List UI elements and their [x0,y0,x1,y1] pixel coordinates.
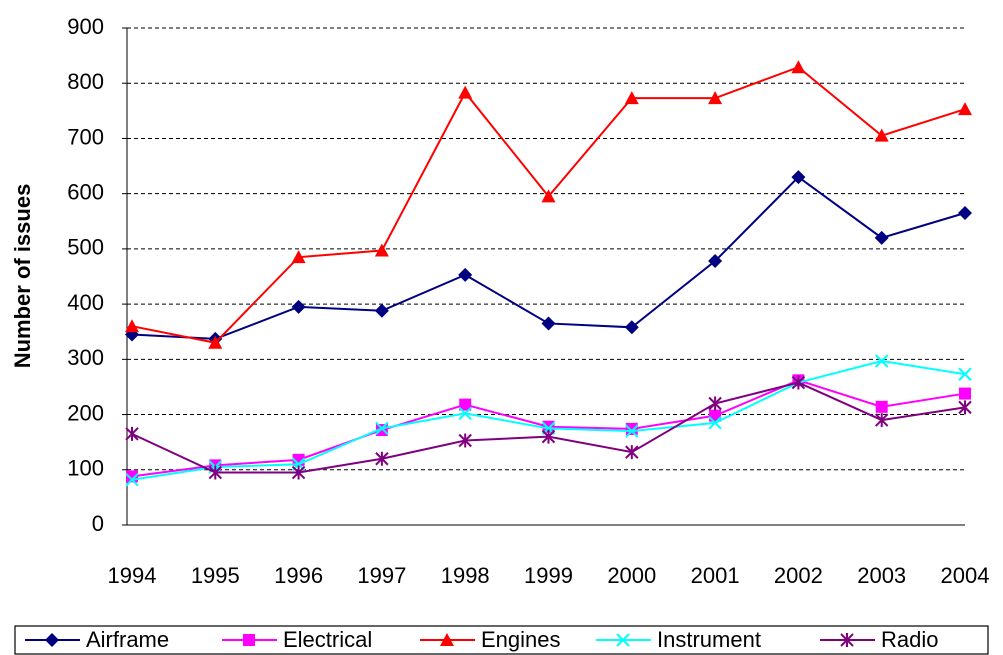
marker [458,267,473,282]
marker [459,398,472,411]
marker [958,205,972,220]
marker [458,406,472,421]
y-tick-label: 100 [67,456,104,481]
marker [958,367,972,381]
legend-label: Airframe [86,627,169,652]
marker [624,91,639,105]
marker [958,400,972,415]
x-tick-label: 2001 [691,563,740,588]
y-tick-label: 600 [67,179,104,204]
marker [541,429,556,444]
y-tick-label: 300 [67,345,104,370]
marker [791,60,806,74]
y-tick-label: 200 [67,400,104,425]
marker [625,424,639,438]
y-tick-label: 400 [67,290,104,315]
x-tick-label: 1997 [357,563,406,588]
marker [542,420,555,433]
legend-label: Radio [881,627,938,652]
marker [624,320,639,335]
y-tick-label: 500 [67,235,104,260]
marker [541,189,556,203]
marker [708,91,723,105]
y-axis-title: Number of issues [10,184,35,369]
x-tick-label: 2004 [941,563,990,588]
marker [874,128,889,142]
marker [45,633,59,647]
marker [625,445,639,460]
x-tick-label: 1994 [108,563,157,588]
marker [208,465,223,480]
marker [291,465,306,480]
marker [374,303,389,318]
y-tick-label: 700 [67,124,104,149]
marker [291,299,306,314]
marker [708,416,722,430]
marker [791,375,806,390]
marker [874,413,889,428]
x-tick-label: 2003 [857,563,906,588]
x-tick-label: 1996 [274,563,323,588]
marker [458,433,472,448]
marker [440,633,454,646]
y-tick-label: 800 [67,69,104,94]
marker [959,387,971,400]
marker [708,254,723,269]
marker [791,170,806,185]
marker [125,319,139,333]
marker [874,230,889,245]
marker [375,451,389,466]
marker [374,243,389,257]
marker [243,634,255,646]
marker [458,85,473,99]
x-tick-label: 2002 [774,563,823,588]
y-tick-label: 900 [67,14,104,39]
x-tick-label: 1995 [191,563,240,588]
marker [840,633,854,647]
legend-label: Electrical [283,627,372,652]
marker [874,354,889,368]
x-tick-label: 2000 [607,563,656,588]
marker [208,335,223,349]
marker [875,400,888,413]
x-tick-label: 1999 [524,563,573,588]
marker [125,473,139,487]
marker [616,633,630,647]
legend-label: Engines [481,627,561,652]
legend-label: Instrument [657,627,761,652]
marker [625,422,638,435]
marker [708,396,722,411]
x-tick-label: 1998 [441,563,490,588]
series-line [131,66,966,344]
marker [375,421,389,436]
marker [541,316,556,331]
marker [125,426,139,441]
y-tick-label: 0 [92,511,104,536]
marker [958,102,972,116]
marker [291,250,306,264]
